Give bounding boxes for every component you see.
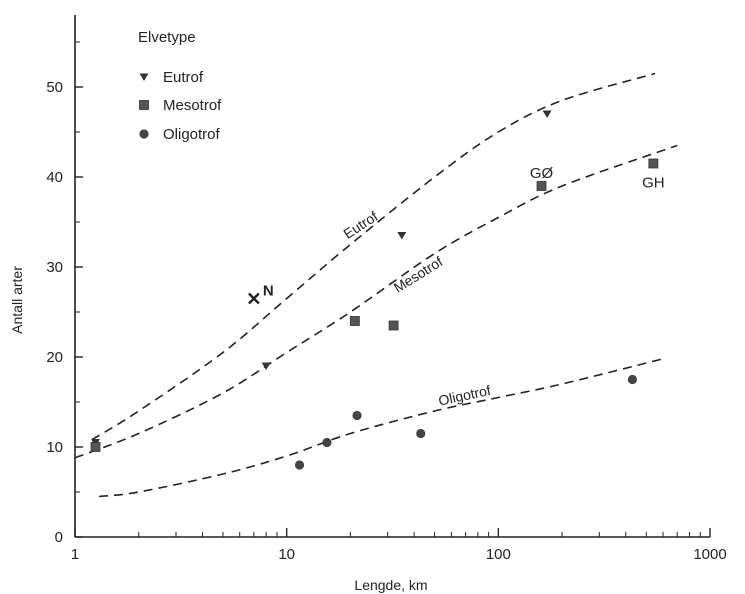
y-tick-label: 10 <box>46 439 63 456</box>
point-eutrof <box>397 232 407 240</box>
fit-curve-eutrof <box>91 72 656 441</box>
point-eutrof <box>542 110 552 118</box>
annotation-label-n: N <box>263 283 274 300</box>
x-tick-label: 1000 <box>693 546 726 563</box>
y-tick-label: 50 <box>46 79 63 96</box>
curve-label-mesotrof: Mesotrof <box>391 253 446 295</box>
point-oligotrof <box>352 410 362 421</box>
legend-title: Elvetype <box>138 29 196 46</box>
fit-curve-mesotrof <box>74 144 678 459</box>
x-tick-label: 100 <box>486 546 511 563</box>
point-mesotrof <box>349 316 360 326</box>
legend-label-oligotrof: Oligotrof <box>163 126 221 143</box>
annotation-x-marker <box>248 292 260 305</box>
y-axis-title: Antall arter <box>9 266 25 334</box>
legend-marker-mesotrof <box>139 100 149 110</box>
legend: Elvetype Eutrof Mesotrof Oligotrof <box>138 29 222 143</box>
point-oligotrof <box>416 428 426 439</box>
point-mesotrof <box>90 442 101 452</box>
y-tick-label: 0 <box>55 529 63 546</box>
point-eutrof <box>261 362 271 370</box>
y-tick-label: 20 <box>46 349 63 366</box>
legend-label-mesotrof: Mesotrof <box>163 97 222 114</box>
legend-marker-oligotrof <box>139 129 149 139</box>
annotations: N GØ GH <box>248 165 665 305</box>
x-tick-label: 10 <box>278 546 295 563</box>
annotation-label-gh: GH <box>642 175 665 192</box>
x-tick-label: 1 <box>71 546 79 563</box>
axes: 0 10 20 30 40 50 1 10 100 1000 <box>46 15 727 563</box>
point-mesotrof <box>388 320 399 331</box>
legend-label-eutrof: Eutrof <box>163 69 204 86</box>
y-tick-label: 40 <box>46 169 63 186</box>
point-oligotrof <box>322 437 332 448</box>
point-oligotrof <box>627 374 638 385</box>
x-axis-title: Lengde, km <box>354 577 427 593</box>
data-points <box>90 110 659 470</box>
point-mesotrof <box>648 158 659 169</box>
point-mesotrof <box>536 181 547 191</box>
legend-marker-eutrof <box>139 73 149 81</box>
fit-curve-oligotrof <box>99 358 664 498</box>
point-oligotrof <box>294 460 305 470</box>
annotation-label-go: GØ <box>530 165 554 182</box>
y-tick-label: 30 <box>46 259 63 276</box>
